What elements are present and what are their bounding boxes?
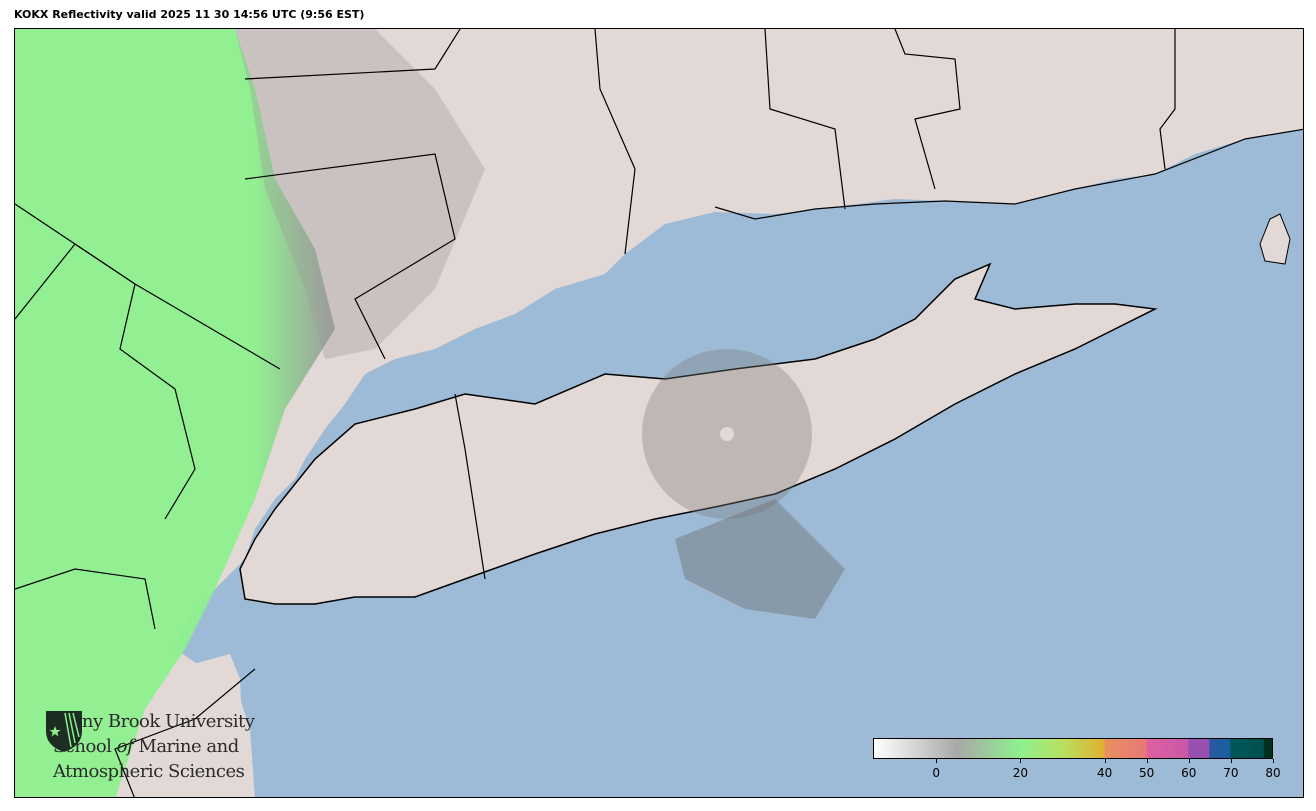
logo-line-1: Stony Brook University [53, 711, 255, 732]
radar-map[interactable]: Stony Brook University School of Marine … [14, 28, 1304, 798]
colorbar-tick-label: 60 [1181, 766, 1197, 780]
colorbar-tick [1104, 759, 1106, 763]
reflectivity-colorbar [873, 738, 1273, 759]
long-island [239, 262, 1158, 605]
colorbar-tick-label: 20 [1012, 766, 1028, 780]
colorbar-tick [1230, 759, 1232, 763]
colorbar-tick-label: 40 [1096, 766, 1113, 780]
map-title: KOKX Reflectivity valid 2025 11 30 14:56… [14, 8, 365, 21]
block-island [1259, 213, 1291, 265]
logo-line-3: Atmospheric Sciences [53, 761, 245, 782]
mainland [15, 29, 1303, 797]
radar-site [720, 427, 734, 441]
logo-line-2b: of [116, 736, 134, 757]
sbu-shield-icon [46, 711, 82, 752]
logo-line-2: School of Marine and [53, 734, 254, 759]
colorbar-tick [1020, 759, 1022, 763]
colorbar-tick-label: 80 [1265, 766, 1281, 780]
logo-line-2c: Marine and [133, 736, 239, 757]
sbu-somas-logo: Stony Brook University School of Marine … [45, 709, 255, 784]
colorbar-tick-label: 0 [932, 766, 940, 780]
nj-shore [135, 654, 245, 797]
map-canvas [15, 29, 1303, 797]
sea-clutter [675, 499, 845, 619]
echo-gray-band [235, 29, 485, 359]
colorbar-tick [1188, 759, 1190, 763]
boundaries [15, 29, 1303, 797]
colorbar-tick-label: 70 [1223, 766, 1239, 780]
colorbar-tick [1273, 759, 1274, 763]
colorbar-tick-label: 50 [1139, 766, 1155, 780]
colorbar-tick [936, 759, 938, 763]
rain-band [15, 29, 335, 797]
colorbar-tick [1146, 759, 1148, 763]
